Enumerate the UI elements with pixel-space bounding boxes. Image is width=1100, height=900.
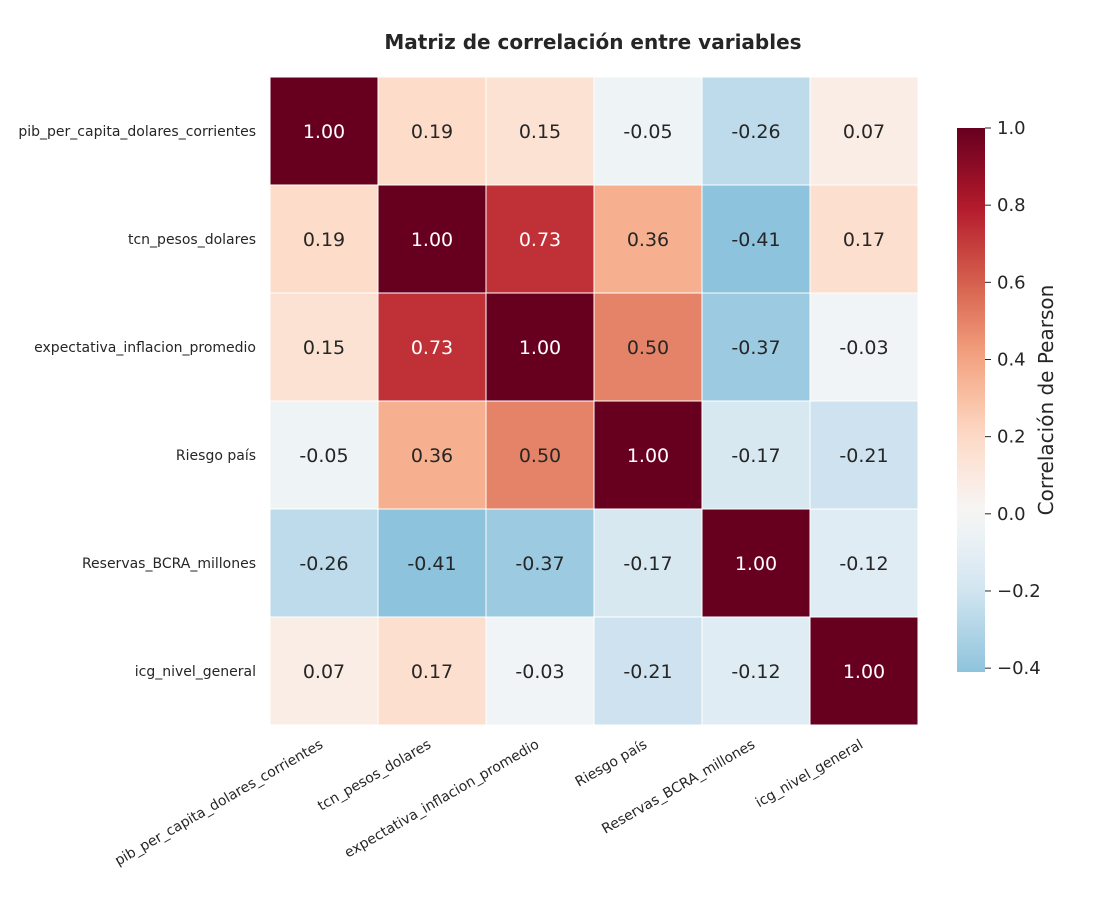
heatmap-cell bbox=[377, 400, 487, 510]
heatmap-cell bbox=[809, 76, 919, 186]
heatmap-cell bbox=[701, 508, 811, 618]
cell-value-label: -0.41 bbox=[731, 229, 780, 251]
cell-value-label: 0.36 bbox=[411, 445, 453, 467]
cell-value-label: -0.21 bbox=[839, 445, 888, 467]
heatmap-cells: 1.00 0.19 0.15 -0.05 -0.26 0.07 0.19 1.00 0.73 0.… bbox=[269, 76, 919, 726]
cell-value-label: -0.03 bbox=[839, 337, 888, 359]
column-label: icg_nivel_general bbox=[753, 737, 866, 811]
cell-value-label: 0.50 bbox=[519, 445, 561, 467]
heatmap-cell bbox=[269, 616, 379, 726]
column-label: Riesgo país bbox=[573, 737, 650, 791]
heatmap-cell bbox=[269, 76, 379, 186]
row-label: tcn_pesos_dolares bbox=[128, 232, 256, 248]
heatmap-cell bbox=[377, 76, 487, 186]
colorbar: 1.0 0.8 0.6 0.4 0.2 0.0 −0.2 −0.4 Correlación d… bbox=[957, 118, 1058, 679]
colorbar-tick-label: −0.4 bbox=[997, 658, 1041, 679]
cell-value-label: 0.73 bbox=[519, 229, 561, 251]
colorbar-tick-label: 1.0 bbox=[997, 118, 1026, 139]
heatmap-cell bbox=[485, 76, 595, 186]
heatmap-cell bbox=[701, 292, 811, 402]
heatmap-cell bbox=[269, 400, 379, 510]
heatmap-cell bbox=[701, 76, 811, 186]
row-label: Reservas_BCRA_millones bbox=[82, 556, 256, 572]
cell-value-label: 0.50 bbox=[627, 337, 669, 359]
cell-value-label: 1.00 bbox=[411, 229, 453, 251]
cell-value-label: 1.00 bbox=[843, 661, 885, 683]
heatmap-cell bbox=[809, 292, 919, 402]
colorbar-tick-label: −0.2 bbox=[997, 581, 1041, 602]
heatmap-cell bbox=[701, 400, 811, 510]
heatmap-cell bbox=[593, 508, 703, 618]
heatmap-cell bbox=[593, 292, 703, 402]
cell-value-label: -0.17 bbox=[623, 553, 672, 575]
cell-value-label: 0.15 bbox=[303, 337, 345, 359]
heatmap-cell bbox=[593, 400, 703, 510]
cell-value-label: 0.19 bbox=[303, 229, 345, 251]
cell-value-label: -0.03 bbox=[515, 661, 564, 683]
cell-value-label: -0.05 bbox=[299, 445, 348, 467]
colorbar-ticks: 1.0 0.8 0.6 0.4 0.2 0.0 −0.2 −0.4 bbox=[985, 118, 1041, 679]
heatmap-cell bbox=[593, 616, 703, 726]
row-label: expectativa_inflacion_promedio bbox=[34, 340, 256, 356]
cell-value-label: 1.00 bbox=[303, 121, 345, 143]
colorbar-label: Correlación de Pearson bbox=[1034, 285, 1058, 516]
row-label: icg_nivel_general bbox=[135, 664, 256, 680]
heatmap-cell bbox=[485, 508, 595, 618]
colorbar-tick-label: 0.4 bbox=[997, 349, 1026, 370]
column-label: tcn_pesos_dolares bbox=[315, 737, 434, 815]
colorbar-tick-label: 0.0 bbox=[997, 504, 1026, 525]
cell-value-label: -0.41 bbox=[407, 553, 456, 575]
row-label: pib_per_capita_dolares_corrientes bbox=[18, 124, 256, 140]
chart-title: Matriz de correlación entre variables bbox=[384, 30, 801, 54]
cell-value-label: 0.17 bbox=[843, 229, 885, 251]
column-labels: pib_per_capita_dolares_corrientestcn_pes… bbox=[112, 737, 866, 870]
row-labels: pib_per_capita_dolares_corrientes tcn_pes… bbox=[18, 124, 256, 680]
cell-value-label: -0.17 bbox=[731, 445, 780, 467]
cell-value-label: -0.37 bbox=[515, 553, 564, 575]
cell-value-label: 0.07 bbox=[303, 661, 345, 683]
cell-value-label: -0.26 bbox=[731, 121, 780, 143]
heatmap-cell bbox=[377, 292, 487, 402]
heatmap-cell bbox=[809, 400, 919, 510]
cell-value-label: 1.00 bbox=[627, 445, 669, 467]
cell-value-label: -0.12 bbox=[731, 661, 780, 683]
cell-value-label: 0.07 bbox=[843, 121, 885, 143]
cell-value-label: 0.73 bbox=[411, 337, 453, 359]
colorbar-tick-label: 0.8 bbox=[997, 195, 1026, 216]
cell-value-label: -0.12 bbox=[839, 553, 888, 575]
column-label: expectativa_inflacion_promedio bbox=[342, 737, 542, 862]
cell-value-label: 0.19 bbox=[411, 121, 453, 143]
cell-value-label: -0.21 bbox=[623, 661, 672, 683]
colorbar-tick-label: 0.2 bbox=[997, 427, 1026, 448]
row-label: Riesgo país bbox=[176, 448, 256, 464]
colorbar-tick-label: 0.6 bbox=[997, 272, 1026, 293]
heatmap-cell bbox=[593, 76, 703, 186]
cell-value-label: -0.05 bbox=[623, 121, 672, 143]
colorbar-gradient bbox=[957, 128, 985, 672]
cell-value-label: 0.15 bbox=[519, 121, 561, 143]
heatmap-cell bbox=[593, 184, 703, 294]
cell-value-label: -0.26 bbox=[299, 553, 348, 575]
cell-value-label: 1.00 bbox=[735, 553, 777, 575]
heatmap-cell bbox=[809, 616, 919, 726]
heatmap-cell bbox=[485, 292, 595, 402]
heatmap-cell bbox=[809, 508, 919, 618]
cell-value-label: 1.00 bbox=[519, 337, 561, 359]
cell-value-label: -0.37 bbox=[731, 337, 780, 359]
heatmap-cell bbox=[701, 616, 811, 726]
heatmap-cell bbox=[809, 184, 919, 294]
heatmap-cell bbox=[485, 400, 595, 510]
heatmap-cell bbox=[269, 508, 379, 618]
heatmap-cell bbox=[269, 292, 379, 402]
column-label: pib_per_capita_dolares_corrientes bbox=[112, 737, 326, 870]
heatmap-cell bbox=[377, 184, 487, 294]
cell-value-label: 0.36 bbox=[627, 229, 669, 251]
cell-value-label: 0.17 bbox=[411, 661, 453, 683]
